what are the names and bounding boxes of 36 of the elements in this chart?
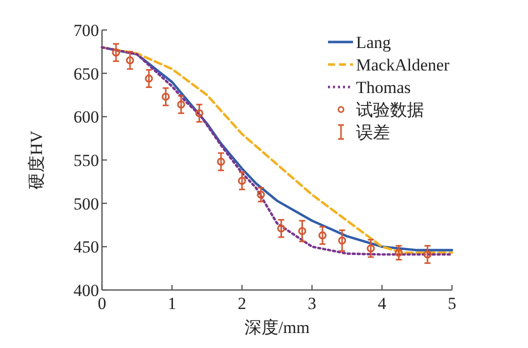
legend-label: 试验数据: [356, 100, 424, 120]
point: [256, 190, 265, 199]
point: [177, 100, 186, 109]
y-tick-label: 400: [74, 281, 99, 300]
point: [112, 48, 120, 57]
point: [144, 74, 153, 83]
y-axis-title: 硬度HV: [27, 130, 46, 190]
x-tick-label: 0: [98, 294, 106, 313]
point: [298, 227, 306, 236]
point: [277, 224, 286, 232]
x-tick-label: 4: [378, 294, 387, 313]
y-tick-label: 450: [74, 238, 99, 257]
point: [424, 250, 432, 258]
y-tick-label: 500: [74, 194, 99, 214]
legend-label: Thomas: [356, 78, 411, 97]
point: [126, 56, 134, 64]
x-axis-title: 深度/mm: [244, 318, 310, 337]
y-tick-label: 550: [74, 151, 99, 170]
y-tick-label: 700: [74, 21, 99, 40]
annotation: 误差: [356, 123, 390, 142]
point: [318, 231, 326, 240]
point: [162, 92, 170, 101]
x-tick-label: 1: [168, 294, 176, 313]
point: [195, 109, 204, 118]
x-tick-label: 5: [448, 294, 456, 313]
point: [238, 176, 246, 185]
point: [394, 248, 403, 257]
x-tick-label: 3: [308, 294, 316, 313]
legend-label: MackAldener: [356, 56, 450, 74]
point: [366, 244, 375, 252]
x-tick-label: 2: [238, 294, 246, 313]
point: [338, 236, 346, 245]
y-tick-label: 600: [74, 108, 99, 127]
point: [217, 158, 225, 166]
y-tick-label: 650: [74, 64, 99, 84]
legend-label: Lang: [356, 33, 392, 52]
